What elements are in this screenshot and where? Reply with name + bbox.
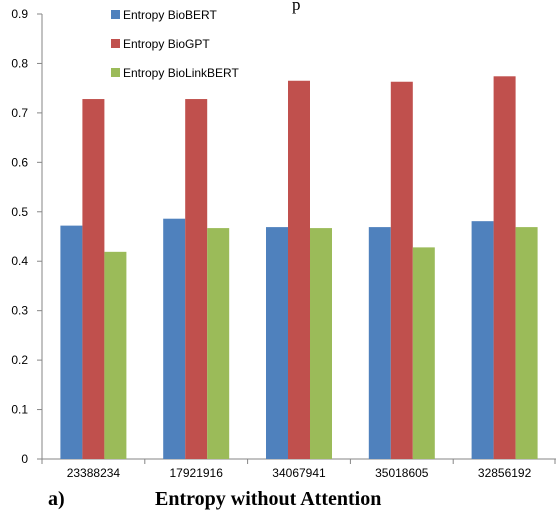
bar	[163, 218, 186, 459]
bar	[60, 225, 83, 459]
y-tick-label: 0	[21, 452, 28, 466]
caption-title: Entropy without Attention	[155, 488, 382, 510]
y-axis: 0 0.1 0.2 0.3 0.4 0.5 0.6 0.7 0.8 0.9	[11, 7, 43, 466]
y-tick-label: 0.8	[11, 56, 28, 70]
chart-caption: a) Entropy without Attention	[0, 488, 556, 516]
y-tick-label: 0.5	[11, 205, 28, 219]
legend-background	[105, 4, 255, 91]
cropped-title-fragment: p	[292, 0, 301, 14]
bar	[185, 99, 208, 460]
bar	[207, 228, 230, 459]
x-tick-label: 32856192	[478, 466, 532, 480]
legend-swatch	[111, 39, 120, 48]
bar	[368, 227, 391, 459]
y-tick-label: 0.3	[11, 304, 28, 318]
legend-label: Entropy BioGPT	[123, 37, 210, 51]
x-tick-label: 17921916	[170, 466, 224, 480]
y-tick-label: 0.1	[11, 403, 28, 417]
bar	[493, 76, 516, 460]
bar	[266, 227, 288, 459]
x-tick-label: 23388234	[67, 466, 121, 480]
y-tick-label: 0.2	[11, 353, 28, 367]
x-axis: 23388234 17921916 34067941 35018605 32856192	[41, 458, 556, 480]
bar	[104, 251, 127, 459]
entropy-bar-chart: p 0 0.1 0.2 0.3 0.4 0.5 0.6 0.7 0.8 0.9 23388234 1…	[11, 0, 556, 480]
caption-label: a)	[48, 488, 65, 510]
legend-swatch	[111, 68, 120, 77]
bars	[60, 76, 538, 460]
bar	[288, 80, 310, 459]
x-tick-label: 34067941	[272, 466, 326, 480]
bar	[82, 99, 105, 460]
bar	[515, 227, 538, 459]
legend-label: Entropy BioBERT	[123, 8, 217, 22]
y-tick-label: 0.9	[11, 7, 28, 21]
y-tick-label: 0.4	[11, 254, 28, 268]
legend: Entropy BioBERT Entropy BioGPT Entropy Bio…	[105, 4, 255, 91]
bar	[412, 247, 435, 459]
bar	[310, 228, 332, 459]
x-tick-label: 35018605	[375, 466, 429, 480]
bar	[471, 221, 494, 459]
y-tick-label: 0.7	[11, 106, 28, 120]
bar	[390, 81, 413, 459]
legend-swatch	[111, 10, 120, 19]
legend-label: Entropy BioLinkBERT	[123, 66, 240, 80]
y-tick-label: 0.6	[11, 155, 28, 169]
